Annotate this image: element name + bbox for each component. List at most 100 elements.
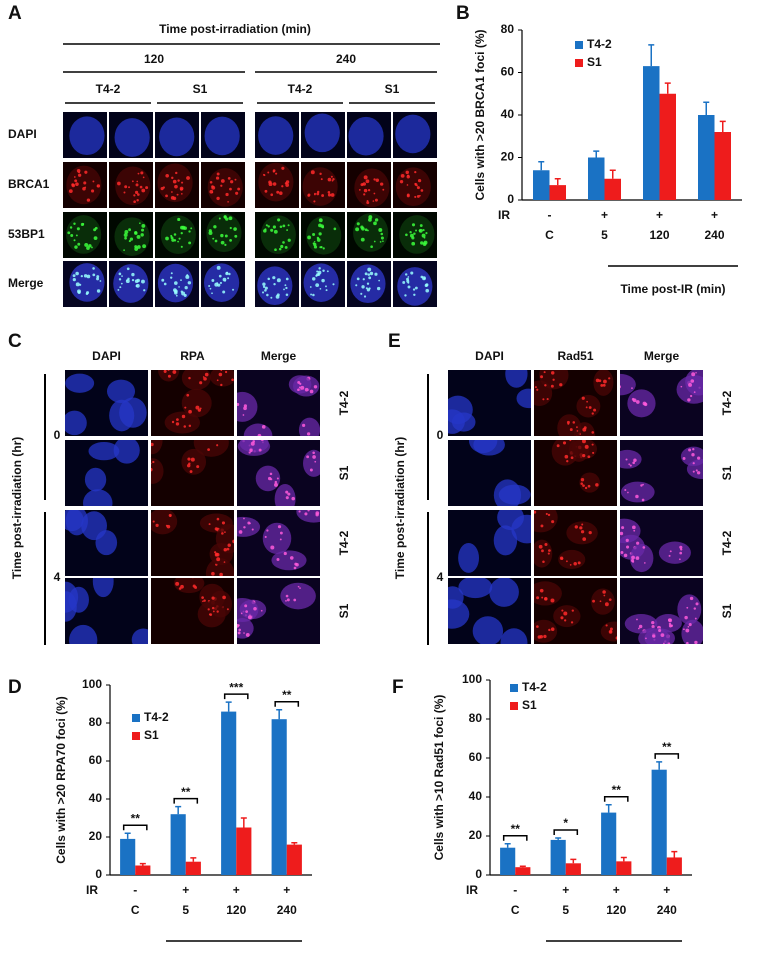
error-bar — [719, 120, 726, 132]
focus — [689, 596, 694, 601]
focus — [225, 271, 229, 274]
focus — [262, 282, 266, 286]
focus — [270, 296, 273, 299]
focus — [247, 615, 252, 620]
label: 0 — [475, 867, 482, 881]
micrograph-content — [237, 375, 320, 436]
focus — [237, 402, 240, 406]
focus — [416, 186, 420, 190]
focus — [224, 370, 228, 374]
focus — [366, 288, 370, 292]
focus — [92, 273, 96, 277]
focus — [119, 286, 122, 289]
focus — [237, 624, 240, 627]
focus — [405, 170, 409, 175]
label: 5 — [182, 903, 189, 917]
bar — [550, 839, 566, 875]
focus — [602, 383, 606, 387]
focus — [285, 286, 288, 290]
focus — [211, 185, 214, 189]
focus — [262, 285, 266, 289]
focus — [137, 172, 140, 175]
micrograph-content — [620, 446, 703, 503]
focus — [222, 290, 226, 294]
focus — [281, 166, 285, 170]
micrograph-content — [157, 163, 193, 203]
focus — [276, 278, 281, 283]
micrograph-content — [348, 116, 384, 156]
nucleus — [257, 266, 293, 306]
label: 120 — [606, 903, 626, 917]
focus — [257, 433, 262, 436]
label: 5 — [562, 903, 569, 917]
focus — [227, 543, 231, 547]
focus — [285, 180, 290, 184]
error-bar — [139, 862, 146, 866]
focus — [375, 178, 380, 182]
focus — [687, 398, 691, 402]
focus — [577, 561, 581, 565]
focus — [424, 283, 428, 288]
nucleus — [181, 448, 207, 475]
nucleus — [119, 397, 147, 428]
focus — [688, 623, 692, 627]
focus — [373, 221, 377, 226]
nucleus — [534, 510, 558, 533]
micrograph-content — [157, 263, 194, 303]
focus — [229, 187, 232, 191]
focus — [272, 225, 276, 229]
focus — [419, 224, 423, 227]
focus — [279, 538, 282, 541]
focus — [309, 286, 312, 288]
focus — [582, 537, 587, 541]
legend-swatch — [510, 684, 518, 692]
focus — [539, 635, 544, 639]
label: Merge — [8, 276, 44, 290]
bar — [659, 93, 676, 200]
focus — [369, 271, 374, 276]
focus — [136, 234, 141, 239]
label: + — [656, 208, 663, 222]
nucleus — [534, 581, 562, 606]
focus — [170, 236, 174, 240]
micrograph-content — [65, 510, 118, 556]
focus — [576, 426, 578, 429]
error-bar — [664, 82, 671, 94]
focus — [615, 636, 617, 640]
nucleus — [534, 539, 553, 568]
focus — [181, 181, 184, 184]
focus — [313, 245, 318, 249]
focus — [96, 289, 101, 293]
focus — [321, 194, 325, 197]
focus — [293, 566, 297, 570]
bar — [286, 844, 302, 875]
focus — [240, 612, 243, 615]
nucleus — [84, 467, 107, 492]
bar — [135, 865, 151, 875]
focus — [595, 378, 600, 383]
focus — [693, 391, 696, 393]
focus — [320, 246, 323, 248]
focus — [282, 224, 286, 228]
focus — [80, 222, 84, 227]
focus — [75, 271, 79, 276]
focus — [540, 524, 544, 528]
focus — [312, 455, 316, 459]
nucleus — [658, 541, 691, 564]
focus — [564, 454, 569, 459]
focus — [325, 285, 327, 288]
focus — [67, 231, 71, 235]
focus — [332, 178, 335, 181]
micrograph-content — [620, 518, 691, 573]
focus — [77, 242, 81, 246]
nucleus — [151, 510, 178, 535]
label: D — [8, 677, 22, 698]
focus — [593, 408, 597, 412]
focus — [203, 599, 206, 602]
focus — [264, 228, 267, 231]
focus — [407, 285, 411, 289]
focus — [299, 382, 302, 386]
focus — [668, 624, 673, 628]
focus — [180, 245, 183, 248]
focus — [299, 587, 301, 589]
